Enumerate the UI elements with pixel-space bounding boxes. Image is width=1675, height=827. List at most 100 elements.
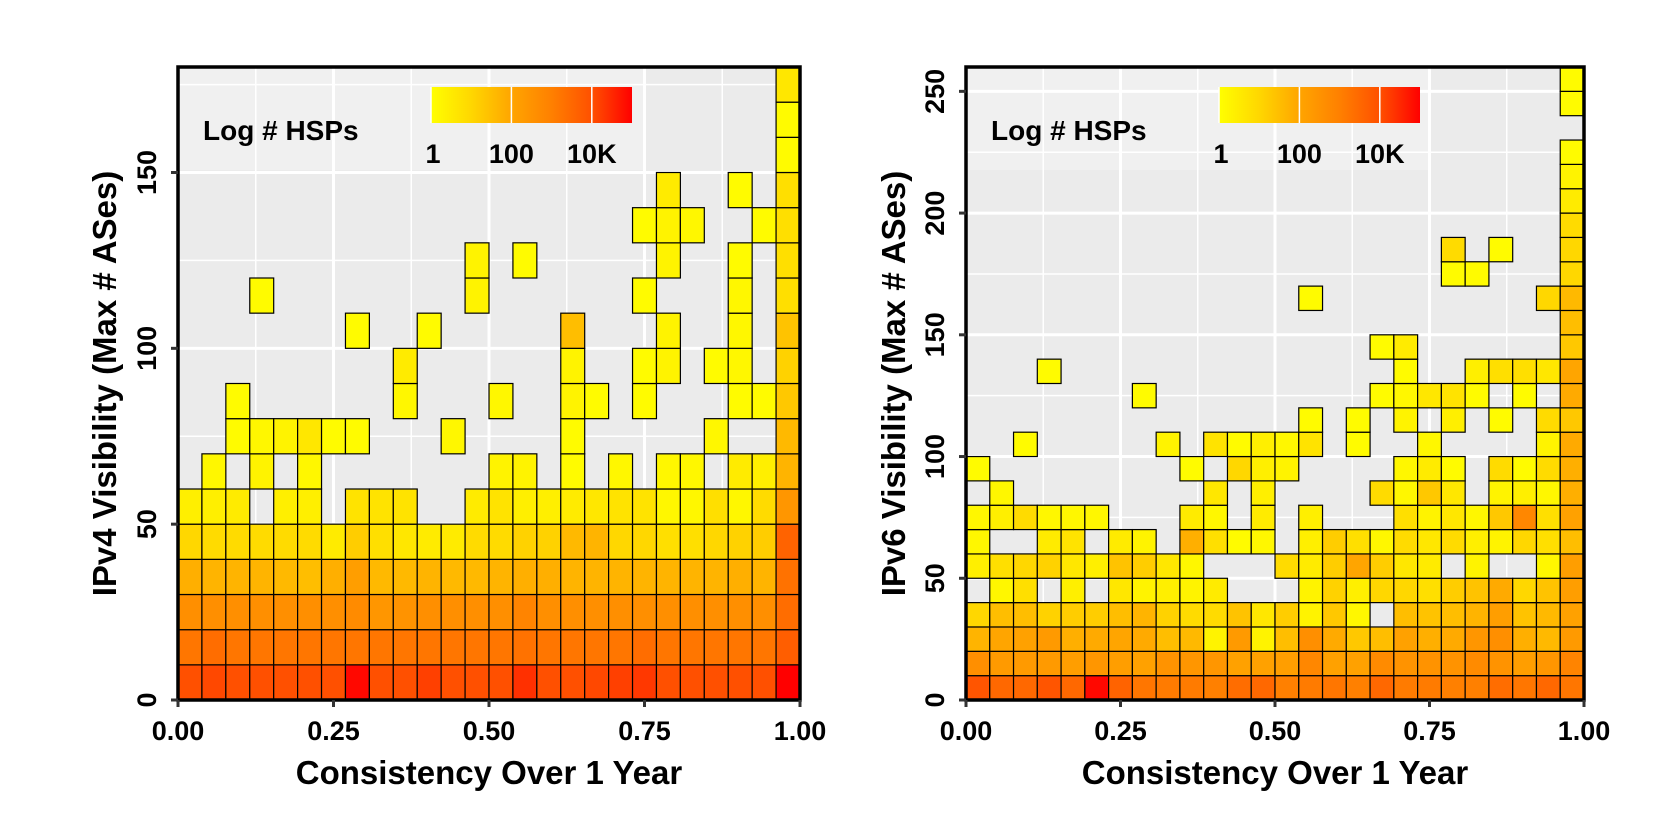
heatmap-cell — [703, 593, 729, 631]
heatmap-cell — [1559, 261, 1585, 287]
heatmap-cell — [751, 629, 777, 666]
heatmap-cell — [1036, 504, 1062, 531]
heatmap-cell — [201, 664, 227, 701]
heatmap-cell — [751, 207, 777, 244]
heatmap-cell — [1559, 139, 1585, 165]
heatmap-cell — [584, 523, 610, 560]
heatmap-cell — [584, 593, 610, 631]
heatmap-cell — [1108, 650, 1133, 677]
heatmap-cell — [703, 558, 729, 596]
heatmap-cell — [727, 664, 753, 701]
heatmap-cell — [297, 523, 323, 560]
heatmap-cell — [464, 629, 490, 666]
heatmap-cell — [1012, 626, 1038, 652]
y-axis-title: IPv6 Visibility (Max # ASes) — [875, 171, 912, 597]
heatmap-cell — [512, 593, 538, 631]
heatmap-cell — [416, 629, 442, 666]
heatmap-cell — [989, 650, 1015, 677]
heatmap-cell — [177, 629, 203, 666]
heatmap-cell — [751, 382, 777, 420]
heatmap-cell — [440, 558, 466, 596]
heatmap-cell — [201, 558, 227, 596]
heatmap-cell — [608, 558, 634, 596]
heatmap-cell — [1321, 577, 1347, 604]
heatmap-cell — [1393, 407, 1419, 433]
heatmap-cell — [225, 382, 251, 420]
heatmap-cell — [727, 171, 753, 209]
heatmap-cell — [440, 593, 466, 631]
heatmap-cell — [631, 347, 658, 385]
y-tick-label: 250 — [920, 69, 950, 114]
heatmap-cell — [655, 347, 681, 385]
heatmap-cell — [703, 488, 729, 525]
x-tick-label: 0.50 — [463, 716, 516, 746]
legend-title: Log # HSPs — [991, 115, 1147, 146]
ipv4-heatmap-panel: 1 100 10K Log # HSPs 0.00 0.25 0.50 0.75 1.00 0 50… — [86, 65, 827, 791]
heatmap-cell — [368, 488, 394, 525]
heatmap-cell — [1131, 577, 1157, 604]
heatmap-cell — [1036, 675, 1062, 701]
heatmap-cell — [1036, 650, 1062, 677]
heatmap-cell — [1203, 480, 1229, 506]
heatmap-cell — [344, 629, 370, 666]
heatmap-cell — [1393, 382, 1419, 409]
y-tick-label: 50 — [132, 509, 162, 539]
heatmap-cell — [344, 558, 370, 596]
heatmap-cell — [989, 577, 1015, 604]
heatmap-cell — [1084, 650, 1110, 677]
heatmap-cell — [1250, 504, 1276, 531]
heatmap-cell — [631, 664, 658, 701]
heatmap-cell — [1369, 480, 1395, 506]
heatmap-cell — [392, 664, 418, 701]
heatmap-cell — [1108, 577, 1133, 604]
heatmap-cell — [344, 664, 370, 701]
heatmap-cell — [1179, 504, 1205, 531]
heatmap-cell — [1559, 188, 1585, 214]
heatmap-cell — [1559, 212, 1585, 239]
x-axis-title: Consistency Over 1 Year — [1082, 754, 1469, 791]
heatmap-cell — [1512, 358, 1538, 385]
y-tick-label: 50 — [920, 563, 950, 593]
heatmap-cell — [1440, 382, 1466, 409]
heatmap-cell — [440, 418, 466, 455]
heatmap-cell — [201, 593, 227, 631]
heatmap-cell — [989, 602, 1015, 628]
heatmap-cell — [1298, 602, 1324, 628]
heatmap-cell — [1203, 431, 1229, 458]
heatmap-cell — [584, 664, 610, 701]
heatmap-cell — [1535, 553, 1561, 579]
heatmap-cell — [1226, 455, 1252, 482]
heatmap-cell — [1298, 504, 1324, 531]
heatmap-cell — [488, 488, 514, 525]
heatmap-cell — [1321, 602, 1347, 628]
y-tick-label: 200 — [920, 191, 950, 236]
heatmap-cell — [1512, 528, 1538, 555]
heatmap-cell — [1274, 650, 1300, 677]
heatmap-cell — [440, 664, 466, 701]
x-tick-label: 1.00 — [774, 716, 827, 746]
heatmap-cell — [1203, 528, 1229, 555]
heatmap-cell — [488, 629, 514, 666]
heatmap-cell — [965, 528, 991, 555]
x-tick-label: 0.50 — [1249, 716, 1302, 746]
heatmap-cell — [1179, 650, 1205, 677]
heatmap-cell — [1084, 626, 1110, 652]
heatmap-cell — [1417, 650, 1442, 677]
heatmap-cell — [727, 382, 753, 420]
heatmap-cell — [727, 312, 753, 349]
heatmap-cell — [655, 523, 681, 560]
heatmap-cell — [1155, 431, 1181, 458]
heatmap-cell — [1464, 626, 1490, 652]
heatmap-cell — [1440, 650, 1466, 677]
heatmap-cell — [727, 558, 753, 596]
y-tick-label: 150 — [132, 150, 162, 195]
heatmap-cell — [1131, 602, 1157, 628]
heatmap-cell — [965, 675, 991, 701]
heatmap-cell — [1012, 431, 1038, 458]
heatmap-cell — [1226, 675, 1252, 701]
heatmap-cell — [344, 523, 370, 560]
heatmap-cell — [1488, 577, 1514, 604]
heatmap-cell — [751, 664, 777, 701]
heatmap-cell — [965, 504, 991, 531]
heatmap-cell — [1559, 577, 1585, 604]
